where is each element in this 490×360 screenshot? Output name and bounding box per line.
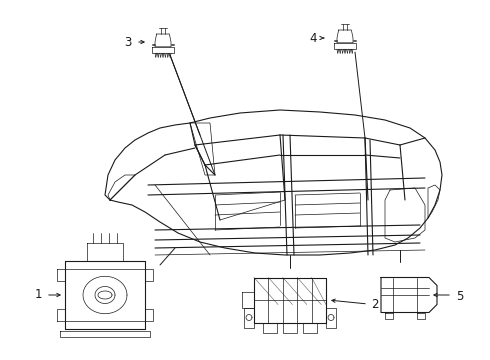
Text: 2: 2 — [371, 298, 379, 311]
Text: 1: 1 — [34, 288, 42, 302]
Text: 3: 3 — [124, 36, 132, 49]
Text: 5: 5 — [456, 289, 464, 302]
Text: 4: 4 — [309, 32, 317, 45]
